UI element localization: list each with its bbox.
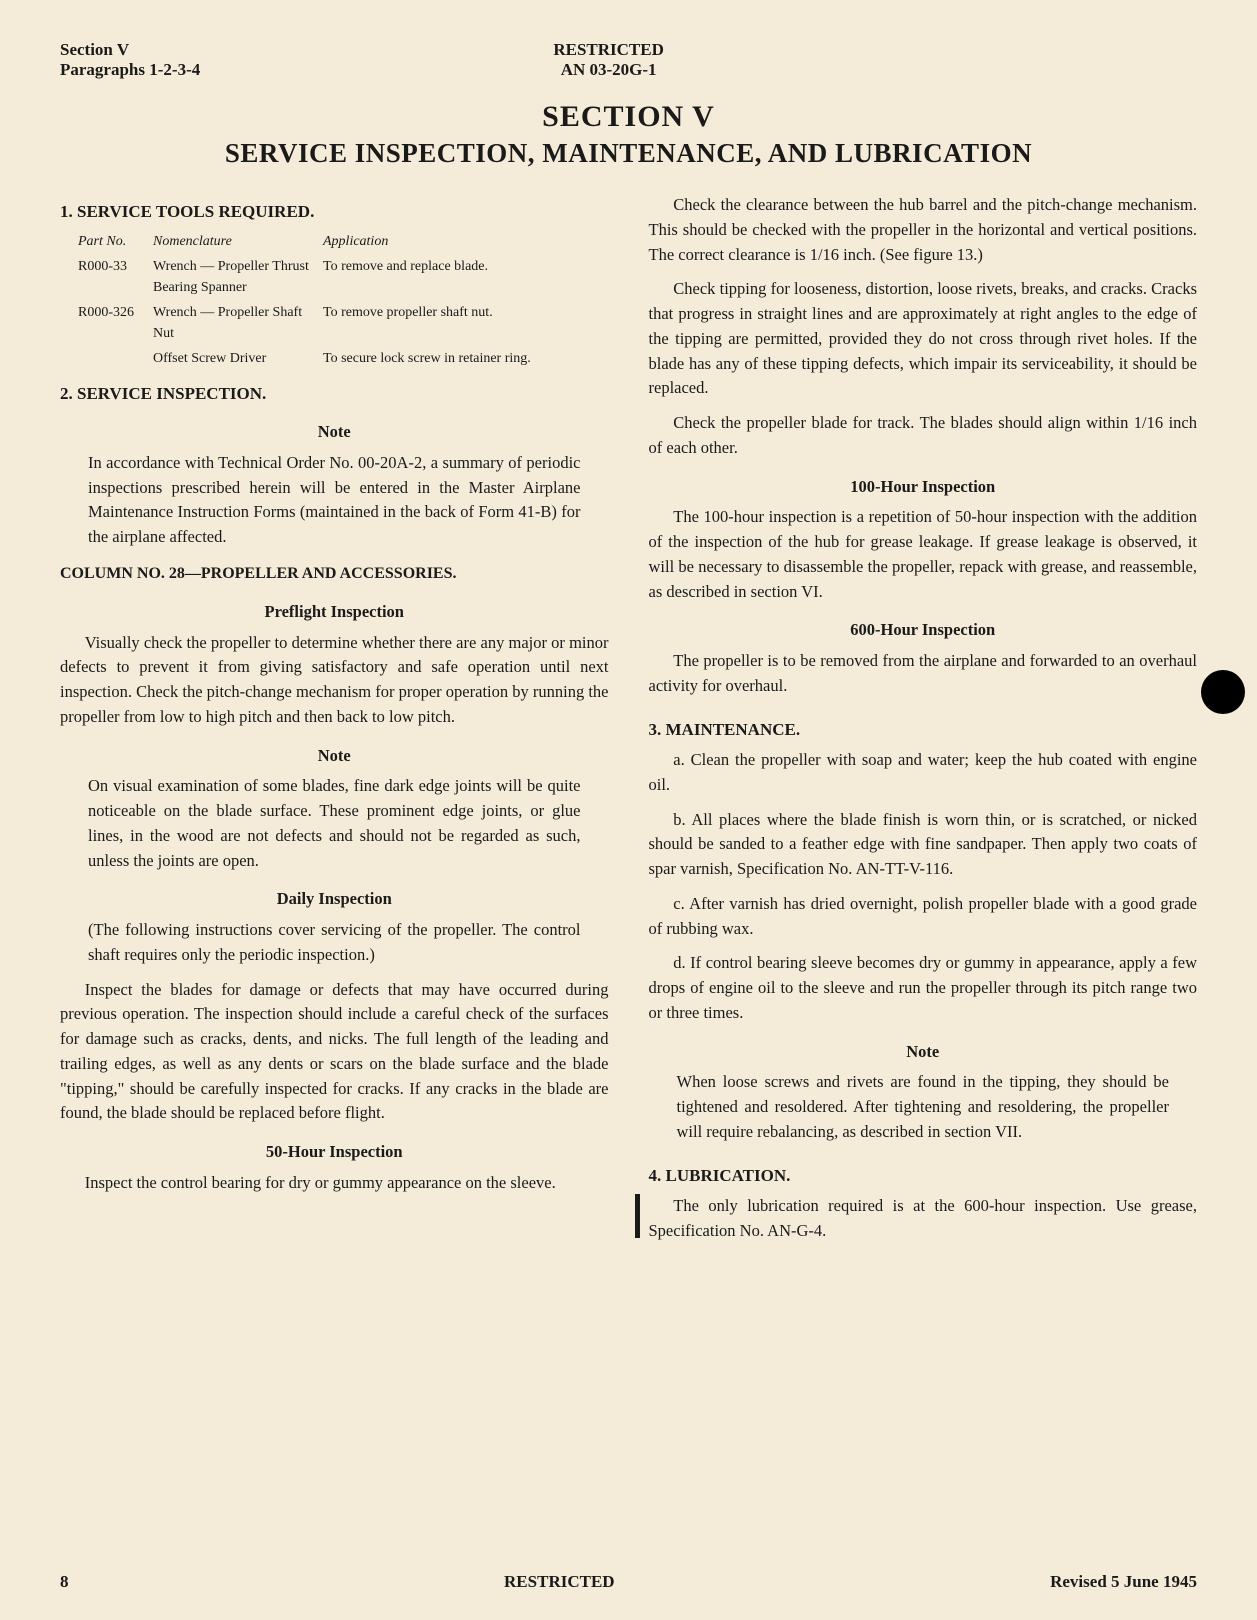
tool-part: R000-326 (78, 302, 153, 344)
header-paragraphs: Paragraphs 1-2-3-4 (60, 60, 200, 80)
tool-part (78, 348, 153, 369)
clearance-para: Check the clearance between the hub barr… (649, 193, 1198, 267)
note-block: On visual examination of some blades, fi… (88, 774, 581, 873)
s1-heading: 1. SERVICE TOOLS REQUIRED. (60, 199, 609, 225)
tipping-para: Check tipping for looseness, distortion,… (649, 277, 1198, 401)
s3-c: c. After varnish has dried overnight, po… (649, 892, 1198, 942)
tool-app: To secure lock screw in retainer ring. (323, 348, 609, 369)
tool-nom: Wrench — Propeller Shaft Nut (153, 302, 323, 344)
hundred-heading: 100-Hour Inspection (649, 475, 1198, 500)
preflight-para: Visually check the propeller to determin… (60, 631, 609, 730)
header-right (1017, 40, 1197, 80)
tool-app: To remove propeller shaft nut. (323, 302, 609, 344)
col28-text: COLUMN NO. 28—PROPELLER AND ACCESSORIES. (60, 565, 457, 582)
s4-para-wrap: The only lubrication required is at the … (649, 1194, 1198, 1244)
six-heading: 600-Hour Inspection (649, 618, 1198, 643)
tool-table: Part No. Nomenclature Application R000-3… (78, 231, 609, 369)
tool-row: Offset Screw Driver To secure lock screw… (78, 348, 609, 369)
s3-b: b. All places where the blade finish is … (649, 808, 1198, 882)
punch-hole-icon (1201, 670, 1245, 714)
tool-head-nom: Nomenclature (153, 231, 323, 252)
note-block: In accordance with Technical Order No. 0… (88, 451, 581, 550)
tool-head-app: Application (323, 231, 609, 252)
daily-para: Inspect the blades for damage or defects… (60, 978, 609, 1127)
left-column: 1. SERVICE TOOLS REQUIRED. Part No. Nome… (60, 193, 609, 1254)
col28-heading: COLUMN NO. 28—PROPELLER AND ACCESSORIES. (60, 562, 609, 586)
footer-revised: Revised 5 June 1945 (1050, 1572, 1197, 1592)
fifty-para: Inspect the control bearing for dry or g… (60, 1171, 609, 1196)
footer-page: 8 (60, 1572, 69, 1592)
s4-heading: 4. LUBRICATION. (649, 1163, 1198, 1189)
hundred-para: The 100-hour inspection is a repetition … (649, 505, 1198, 604)
section-title: SECTION V (60, 100, 1197, 134)
tool-app: To remove and replace blade. (323, 256, 609, 298)
s3-a: a. Clean the propeller with soap and wat… (649, 748, 1198, 798)
fifty-heading: 50-Hour Inspection (60, 1140, 609, 1165)
s3-heading: 3. MAINTENANCE. (649, 717, 1198, 743)
right-column: Check the clearance between the hub barr… (649, 193, 1198, 1254)
tool-part: R000-33 (78, 256, 153, 298)
header-center: RESTRICTED AN 03-20G-1 (200, 40, 1017, 80)
tool-row: R000-326 Wrench — Propeller Shaft Nut To… (78, 302, 609, 344)
daily-heading: Daily Inspection (60, 887, 609, 912)
header-left: Section V Paragraphs 1-2-3-4 (60, 40, 200, 80)
body-columns: 1. SERVICE TOOLS REQUIRED. Part No. Nome… (60, 193, 1197, 1254)
tool-row: R000-33 Wrench — Propeller Thrust Bearin… (78, 256, 609, 298)
page: Section V Paragraphs 1-2-3-4 RESTRICTED … (0, 0, 1257, 1620)
page-header: Section V Paragraphs 1-2-3-4 RESTRICTED … (60, 40, 1197, 80)
tool-header-row: Part No. Nomenclature Application (78, 231, 609, 252)
note-block: When loose screws and rivets are found i… (677, 1070, 1170, 1144)
header-restricted: RESTRICTED (200, 40, 1017, 60)
s2-note2: On visual examination of some blades, fi… (88, 774, 581, 873)
s4-para: The only lubrication required is at the … (649, 1194, 1198, 1244)
tool-nom: Offset Screw Driver (153, 348, 323, 369)
s2-note1: In accordance with Technical Order No. 0… (88, 451, 581, 550)
preflight-heading: Preflight Inspection (60, 600, 609, 625)
header-section: Section V (60, 40, 200, 60)
header-docnum: AN 03-20G-1 (200, 60, 1017, 80)
daily-intro-block: (The following instructions cover servic… (88, 918, 581, 968)
tool-head-part: Part No. (78, 231, 153, 252)
track-para: Check the propeller blade for track. The… (649, 411, 1198, 461)
s3-d: d. If control bearing sleeve becomes dry… (649, 951, 1198, 1025)
revision-bar-icon (635, 1194, 640, 1238)
daily-intro: (The following instructions cover servic… (88, 918, 581, 968)
note-label: Note (60, 744, 609, 769)
page-footer: 8 RESTRICTED Revised 5 June 1945 (60, 1572, 1197, 1592)
six-para: The propeller is to be removed from the … (649, 649, 1198, 699)
footer-restricted: RESTRICTED (504, 1572, 615, 1592)
section-subtitle: SERVICE INSPECTION, MAINTENANCE, AND LUB… (60, 138, 1197, 169)
s3-note: When loose screws and rivets are found i… (677, 1070, 1170, 1144)
note-label: Note (60, 420, 609, 445)
tool-nom: Wrench — Propeller Thrust Bearing Spanne… (153, 256, 323, 298)
note-label: Note (649, 1040, 1198, 1065)
s2-heading: 2. SERVICE INSPECTION. (60, 381, 609, 407)
